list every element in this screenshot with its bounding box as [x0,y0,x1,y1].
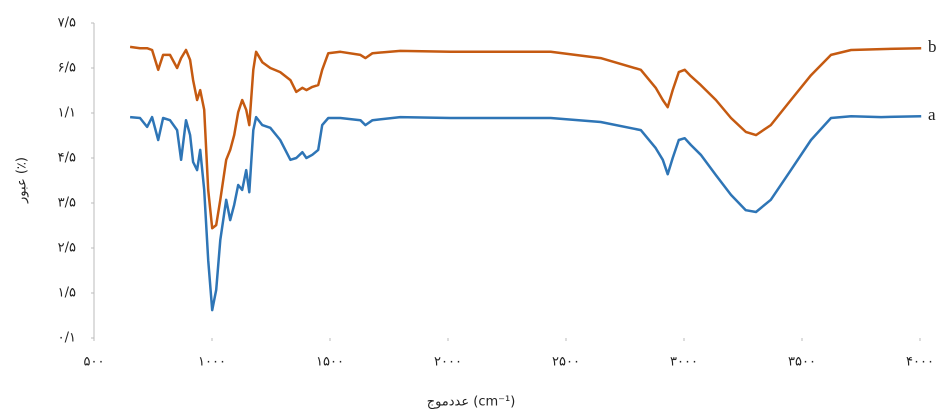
y-tick-label: ۳/۵ [58,196,76,211]
x-tick-label: ۳۵۰۰ [788,355,816,370]
series-line [129,45,922,230]
y-tick-label: ۱/۱ [58,106,76,121]
y-tick-label: ۴/۵ [58,151,76,166]
x-tick-label: ۴۰۰۰ [906,355,934,370]
series-line [129,114,922,312]
x-tick-label: ۱۰۰۰ [198,355,226,370]
y-tick-label: ۲/۵ [58,241,76,256]
y-tick-label: ۰/۱ [58,331,76,346]
y-tick-label: ۱/۵ [58,286,76,301]
x-tick-label: ۱۵۰۰ [316,355,344,370]
x-tick-label: ۵۰۰ [84,355,105,370]
y-tick-label: ۶/۵ [58,61,76,76]
series-label: a [928,105,936,124]
x-tick-label: ۲۰۰۰ [434,355,462,370]
x-axis-title: عددموج (cm⁻¹) [427,395,516,410]
series-label: b [928,37,937,56]
y-tick-label: ۷/۵ [58,16,76,31]
x-tick-label: ۲۵۰۰ [552,355,580,370]
x-tick-label: ۳۰۰۰ [670,355,698,370]
y-axis-title: عبور (٪) [15,157,30,204]
